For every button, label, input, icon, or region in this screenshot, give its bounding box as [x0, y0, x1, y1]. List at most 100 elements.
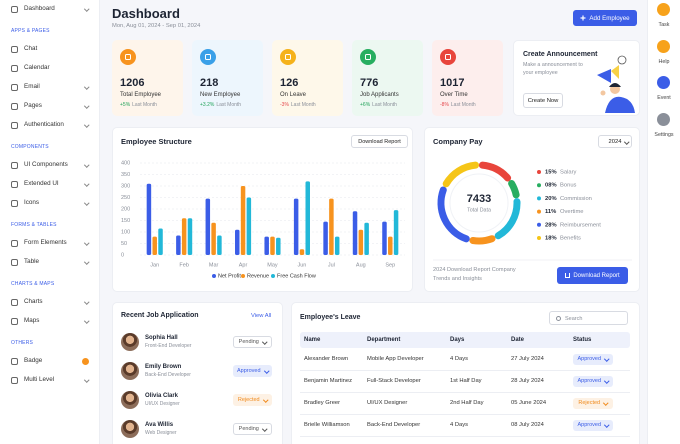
chevron-icon	[603, 400, 609, 406]
sidebar-item[interactable]: Pages	[6, 99, 94, 113]
search-box[interactable]: Search	[549, 311, 628, 325]
sidebar-item[interactable]: Badge	[6, 354, 94, 368]
stat-icon-glyph	[205, 54, 211, 60]
column-header: Name	[304, 337, 321, 343]
status-pill[interactable]: Approved	[233, 365, 272, 377]
status-pill[interactable]: Approved	[573, 419, 613, 431]
sidebar-section-title: APPS & PAGES	[11, 28, 50, 34]
sidebar-item[interactable]: UI Components	[6, 158, 94, 172]
stat-change-value: -3%	[280, 102, 289, 108]
download-report-outline[interactable]: Download Report	[351, 135, 408, 148]
sidebar-item-label: Charts	[24, 298, 43, 305]
status-pill[interactable]: Pending	[233, 423, 272, 435]
stat-icon	[200, 49, 216, 65]
stat-card: 1017 Over Time -8% Last Month	[432, 40, 503, 116]
status-label: Rejected	[237, 397, 260, 403]
column-header: Status	[573, 337, 592, 343]
sidebar-item[interactable]: Maps	[6, 314, 94, 328]
chevron-icon	[84, 121, 90, 127]
chevron-icon	[84, 376, 90, 382]
table-cell: Brielle Williamson	[304, 422, 350, 428]
status-label: Approved	[577, 378, 602, 384]
sidebar-item-label: Icons	[24, 199, 40, 206]
create-now-button[interactable]: Create Now	[523, 93, 563, 108]
stat-change: +5% Last Month	[120, 101, 182, 110]
stat-card: 776 Job Applicants +6% Last Month	[352, 40, 423, 116]
year-dropdown[interactable]: 2024	[598, 135, 632, 148]
status-pill[interactable]: Approved	[573, 375, 613, 387]
status-pill[interactable]: Rejected	[573, 397, 613, 409]
sidebar-item[interactable]: Charts	[6, 295, 94, 309]
table-cell: Back-End Developer	[367, 422, 421, 428]
avatar	[121, 333, 139, 351]
chevron-icon	[84, 298, 90, 304]
sidebar-item[interactable]: Extended UI	[6, 177, 94, 191]
announcement-card: Create Announcement Make a announcement t…	[513, 40, 640, 116]
sidebar-icon	[11, 83, 18, 91]
row-divider	[300, 392, 630, 393]
view-all-link[interactable]: View All	[251, 313, 272, 319]
rail-item[interactable]: Event	[649, 75, 679, 105]
row-divider	[300, 436, 630, 437]
status-pill[interactable]: Rejected	[233, 394, 272, 406]
rail-icon	[657, 112, 670, 126]
plus-icon	[580, 15, 586, 21]
stat-card: 126 On Leave -3% Last Month	[272, 40, 343, 116]
applicant-name: Emily Brown	[145, 364, 182, 370]
table-cell: 05 June 2024	[511, 400, 547, 406]
rail-item[interactable]: Settings	[649, 112, 679, 142]
stat-label: On Leave	[280, 92, 307, 98]
sidebar-item[interactable]: Form Elements	[6, 236, 94, 250]
chevron-icon	[84, 180, 90, 186]
sidebar-icon	[11, 357, 18, 365]
sidebar-icon	[11, 102, 18, 110]
right-rail	[647, 0, 680, 444]
chevron-icon	[84, 83, 90, 89]
sidebar-item-label: Table	[24, 258, 40, 265]
status-pill[interactable]: Pending	[233, 336, 272, 348]
rail-item[interactable]: Help	[649, 39, 679, 69]
status-label: Pending	[238, 339, 259, 345]
sidebar-item[interactable]: Icons	[6, 196, 94, 210]
applicant-role: UI/UX Designer	[145, 401, 180, 407]
employee-structure-card	[112, 127, 413, 292]
rail-icon	[657, 39, 670, 53]
chevron-icon	[84, 239, 90, 245]
sidebar-item[interactable]: Multi Level	[6, 373, 94, 387]
sidebar-item[interactable]: Email	[6, 80, 94, 94]
sidebar-item-label: Calendar	[24, 64, 50, 71]
sidebar-item[interactable]: Authentication	[6, 118, 94, 132]
chevron-icon	[84, 258, 90, 264]
column-header: Days	[450, 337, 465, 343]
stat-icon	[360, 49, 376, 65]
rail-item[interactable]: Task	[649, 2, 679, 32]
download-report-button[interactable]: Download Report	[557, 267, 628, 284]
sidebar-item[interactable]: Chat	[6, 42, 94, 56]
row-divider	[300, 414, 630, 415]
announcement-title: Create Announcement	[523, 51, 598, 58]
stat-value: 776	[360, 77, 379, 89]
rail-icon	[657, 76, 670, 89]
sidebar-item[interactable]: Dashboard	[6, 2, 94, 16]
table-cell: Full-Stack Developer	[367, 378, 421, 384]
stat-change-period: Last Month	[372, 102, 397, 108]
sidebar-item[interactable]: Calendar	[6, 61, 94, 75]
table-cell: 27 July 2024	[511, 356, 544, 362]
chevron-icon	[604, 378, 610, 384]
status-pill[interactable]: Approved	[573, 353, 613, 365]
chevron-icon	[604, 422, 610, 428]
avatar	[121, 420, 139, 438]
status-label: Approved	[577, 356, 602, 362]
sidebar-item[interactable]: Table	[6, 255, 94, 269]
sidebar-icon	[11, 317, 18, 325]
chevron-icon	[84, 199, 90, 205]
rail-icon	[657, 3, 670, 16]
sidebar-icon	[11, 45, 18, 53]
sidebar-section-title: COMPONENTS	[11, 144, 49, 150]
add-employee-button[interactable]: Add Employee	[573, 10, 637, 26]
status-label: Approved	[236, 368, 261, 374]
table-cell: 28 July 2024	[511, 378, 544, 384]
table-cell: 4 Days	[450, 356, 469, 362]
sidebar-section-title: CHARTS & MAPS	[11, 281, 55, 287]
stat-icon-glyph	[285, 54, 291, 60]
